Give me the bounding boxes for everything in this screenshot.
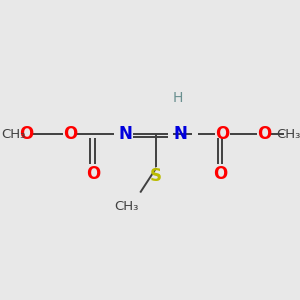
Text: S: S: [150, 167, 162, 185]
Text: CH₃: CH₃: [2, 128, 26, 141]
Text: O: O: [63, 125, 77, 143]
Text: O: O: [214, 165, 228, 183]
Text: CH₃: CH₃: [276, 128, 300, 141]
Text: H: H: [172, 91, 183, 105]
Text: O: O: [215, 125, 229, 143]
Text: O: O: [257, 125, 271, 143]
Text: O: O: [20, 125, 34, 143]
Text: CH₃: CH₃: [114, 200, 139, 213]
Text: N: N: [173, 125, 188, 143]
Text: O: O: [85, 165, 100, 183]
Text: N: N: [119, 125, 133, 143]
